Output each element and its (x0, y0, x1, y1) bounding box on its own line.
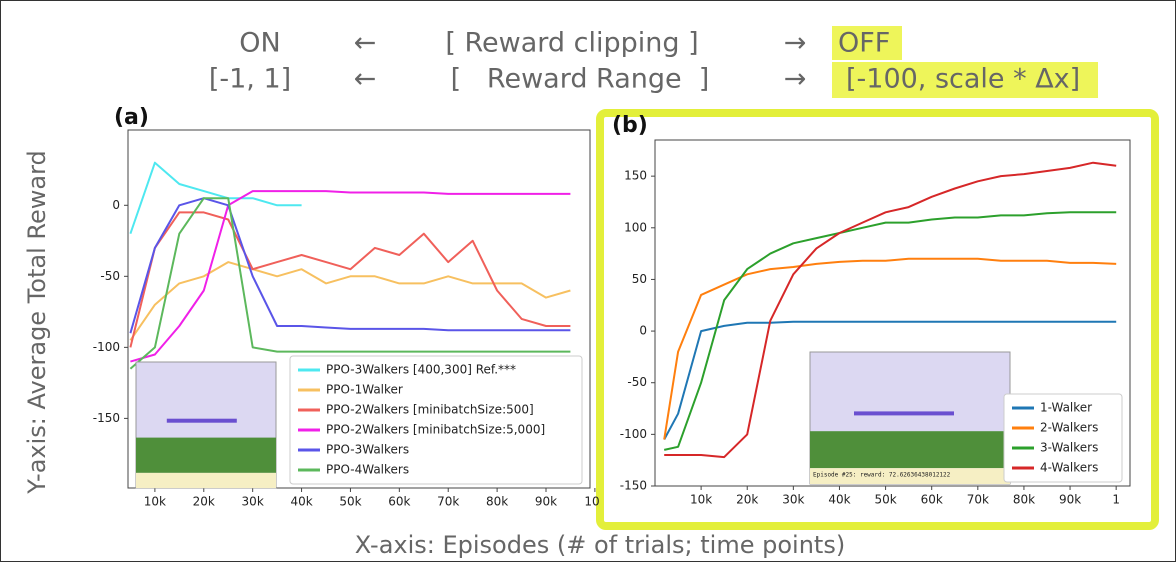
plot-lines (129, 161, 571, 370)
legend-label: PPO-3Walkers [400,300] Ref.*** (326, 363, 516, 377)
charts: (a) 0 -50 -100 -150 10k 20k 30k 40k 50k 60k 70k 80k 9… (93, 105, 1131, 509)
x-tick-label: 40k (828, 493, 850, 507)
y-tick-label: -150 (93, 411, 120, 425)
y-tick-label: 50 (632, 272, 647, 286)
series-line (663, 320, 1117, 440)
x-tick-label: 30k (782, 493, 804, 507)
x-tick-label: 80k (1013, 493, 1035, 507)
y-tick-label: 0 (112, 198, 120, 212)
inset-ground (810, 431, 1010, 469)
y-tick-label: -50 (627, 375, 647, 389)
x-tick-label: 60k (388, 495, 410, 509)
y-tick-label: -100 (93, 340, 120, 354)
inset-walker (166, 418, 237, 423)
legend-label: 2-Walkers (1040, 421, 1098, 435)
series-line (130, 190, 571, 363)
x-tick-label: 60k (921, 493, 943, 507)
y-tick-label: 0 (639, 324, 647, 338)
y-axis-label: Y-axis: Average Total Reward (23, 150, 51, 495)
x-tick-label: 10k (144, 495, 166, 509)
x-tick-label: 90k (1059, 493, 1081, 507)
legend-label: PPO-4Walkers (326, 463, 409, 477)
x-tick-label: 80k (486, 495, 508, 509)
series-line (129, 197, 571, 370)
legend-box (289, 355, 583, 485)
series-line (663, 211, 1117, 451)
header-arrow: → (784, 64, 807, 95)
header-text: [ Reward Range ] (451, 64, 710, 95)
x-tick-label: 30k (242, 495, 264, 509)
inset-walker (854, 411, 954, 416)
header-text: OFF (838, 28, 890, 59)
x-axis-label: X-axis: Episodes (# of trials; time poin… (355, 531, 845, 559)
y-tick-label: -100 (620, 427, 647, 441)
inset-console (810, 468, 1010, 484)
x-tick-label: 10 (584, 495, 599, 509)
header-text: [-1, 1] (209, 64, 291, 95)
y-tick-label: 150 (624, 169, 647, 183)
y-tick-label: -150 (620, 479, 647, 493)
x-tick-label: 70k (437, 495, 459, 509)
x-tick-label: 20k (193, 495, 215, 509)
legend-label: PPO-1Walker (326, 383, 403, 397)
legend-label: 1-Walker (1040, 401, 1092, 415)
header-text: [-100, scale * Δx] (846, 64, 1080, 95)
series-line (129, 211, 571, 348)
x-tick-label: 10k (690, 493, 712, 507)
header-arrow: → (784, 28, 807, 59)
inset-ground (136, 437, 276, 473)
panel-border (596, 109, 1159, 530)
series-line (129, 261, 571, 341)
inset-caption: Episode #25: reward: 72.62636438012122 (813, 471, 951, 478)
y-tick-label: -50 (100, 269, 120, 283)
chart: (b) 150 100 50 0 -50 -100 -150 10k 20k 30k 40k 50k 60… (612, 113, 1131, 507)
legend-label: 3-Walkers (1040, 441, 1098, 455)
highlight (832, 26, 902, 60)
legend-label: PPO-2Walkers [minibatchSize:5,000] (326, 423, 545, 437)
header-text: [ Reward clipping ] (445, 28, 698, 59)
header-arrow: ← (354, 64, 377, 95)
highlight (832, 62, 1098, 98)
x-tick-label: 40k (290, 495, 312, 509)
y-tick-label: 100 (624, 220, 647, 234)
x-tick-label: 1 (1112, 493, 1120, 507)
series-line (129, 161, 302, 235)
chart: (a) 0 -50 -100 -150 10k 20k 30k 40k 50k 60k 70k 80k 9… (93, 105, 600, 509)
inset-console (136, 472, 276, 488)
header-arrow: ← (354, 28, 377, 59)
legend-label: PPO-3Walkers (326, 443, 409, 457)
plot-lines (663, 161, 1117, 459)
legend-box (1003, 393, 1123, 483)
x-tick-label: 50k (874, 493, 896, 507)
header-text: ON (239, 28, 280, 59)
x-tick-label: 20k (736, 493, 758, 507)
series-line (663, 257, 1117, 440)
series-line (664, 161, 1117, 459)
panel-label: (b) (612, 113, 648, 138)
panel-label: (a) (114, 105, 149, 130)
legend-label: PPO-2Walkers [minibatchSize:500] (326, 403, 534, 417)
legend-label: 4-Walkers (1040, 461, 1098, 475)
x-tick-label: 70k (967, 493, 989, 507)
x-tick-label: 90k (535, 495, 557, 509)
x-tick-label: 50k (339, 495, 361, 509)
